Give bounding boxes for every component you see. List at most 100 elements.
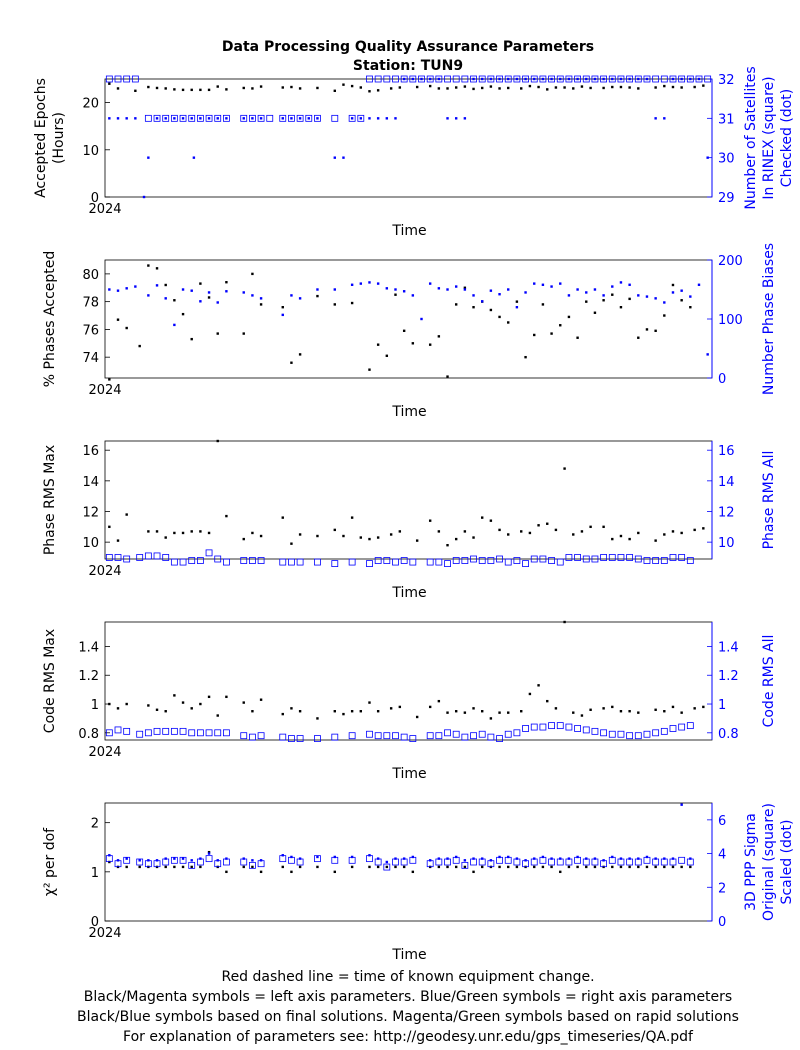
series-1-dot-point (350, 301, 354, 305)
series-1-dot-point (528, 84, 532, 88)
series-2-square-point (179, 558, 187, 566)
series-1-dot-point (350, 710, 354, 713)
series-1-dot-point (611, 293, 614, 296)
right-tick-label: 10 (718, 536, 735, 551)
series-2-square-point (205, 549, 213, 557)
series-3-dot-point (402, 857, 406, 860)
series-3-dot-point (155, 117, 159, 120)
series-1-dot-point (507, 711, 510, 714)
panel-3: 10 12 14 16 10 12 14 16 2024 Time Phase RMS Max Pha… (42, 439, 777, 601)
series-2-square-point (530, 75, 538, 83)
series-1-dot-point (689, 306, 692, 309)
series-2-square-point (279, 855, 287, 863)
series-2-square-point (660, 727, 668, 735)
series-1-dot-point (350, 84, 354, 88)
series-2-square-point (539, 856, 547, 864)
series-3-dot-point (550, 857, 553, 860)
series-1-dot-point (376, 343, 380, 346)
series-2-square-point (296, 558, 304, 566)
series-1-dot-point (446, 711, 449, 714)
series-3-dot-point (602, 77, 605, 81)
series-1-dot-point (567, 315, 571, 319)
series-1-dot-point (207, 695, 211, 699)
series-2-square-point (452, 856, 460, 864)
series-2-square-point (461, 75, 469, 83)
series-2-square-point (196, 729, 204, 737)
series-3-dot-point (116, 117, 120, 120)
series-2-square-point (153, 114, 161, 122)
series-2-square-point (530, 555, 538, 563)
series-2-square-point (114, 726, 122, 734)
series-1-dot-point (563, 467, 566, 470)
series-2-square-point (144, 729, 152, 737)
series-2-square-point (686, 722, 694, 730)
series-1-dot-point (680, 865, 683, 869)
series-2-dot-point (251, 294, 254, 297)
series-1-dot-point (190, 707, 193, 710)
left-tick-label: 10 (82, 144, 99, 159)
series-1-dot-point (645, 328, 649, 331)
series-1-dot-point (559, 324, 562, 327)
series-3-dot-point (359, 117, 363, 120)
series-2-dot-point (385, 287, 389, 290)
series-2-square-point (170, 558, 178, 566)
series-2-dot-point (454, 285, 458, 288)
series-2-square-point (643, 75, 651, 83)
series-1-dot-point (398, 530, 402, 533)
series-1-dot-point (489, 85, 493, 88)
series-2-dot-point (376, 282, 380, 285)
series-2-square-point (400, 557, 408, 564)
series-2-square-point (418, 75, 425, 83)
series-1-dot-point (481, 710, 484, 713)
series-2-dot-point (489, 289, 493, 292)
series-3-dot-point (680, 803, 683, 806)
series-1-dot-point (580, 85, 584, 88)
series-2-dot-point (550, 285, 553, 288)
series-1-dot-point (225, 870, 228, 874)
series-3-dot-point (645, 77, 649, 81)
panel-2: 74 76 78 80 0 100 200 2024 Time % Phases Accepted… (42, 243, 777, 420)
series-2-square-point (522, 75, 529, 83)
series-1-dot-point (472, 87, 475, 91)
series-1-dot-point (693, 528, 696, 532)
series-1-dot-point (663, 710, 666, 713)
series-2-square-point (123, 856, 131, 864)
series-1-dot-point (259, 870, 263, 874)
series-1-dot-point (281, 306, 284, 309)
series-2-dot-point (225, 290, 228, 293)
series-2-dot-point (298, 297, 302, 300)
series-1-dot-point (671, 530, 675, 533)
series-3-dot-point (489, 77, 493, 81)
series-2-square-point (660, 557, 668, 564)
series-2-dot-point (181, 288, 185, 291)
left-tick-label: 2 (91, 817, 99, 832)
series-1-dot-point (147, 704, 150, 707)
series-1-dot-point (181, 531, 185, 535)
series-1-dot-point (207, 850, 211, 854)
series-3-dot-point (619, 77, 623, 81)
series-2-square-point (678, 75, 686, 83)
series-2-square-point (678, 856, 686, 864)
series-1-dot-point (290, 85, 293, 89)
series-1-dot-point (281, 712, 284, 716)
series-2-square-point (131, 75, 139, 83)
series-2-square-point (426, 732, 434, 740)
series-1-dot-point (298, 87, 302, 90)
series-1-dot-point (680, 711, 683, 714)
series-2-square-point (105, 75, 113, 83)
series-2-square-point (196, 858, 204, 866)
series-1-dot-point (181, 88, 185, 92)
series-3-dot-point (190, 859, 193, 862)
series-3-dot-point (350, 117, 354, 120)
right-tick-label: 12 (718, 505, 735, 520)
series-1-dot-point (559, 870, 562, 874)
series-1-dot-point (671, 85, 675, 89)
series-1-dot-point (242, 86, 245, 90)
series-3-dot-point (507, 855, 510, 859)
series-3-dot-point (192, 156, 196, 159)
series-2-dot-point (259, 297, 263, 300)
series-1-dot-point (563, 620, 566, 624)
series-1-dot-point (454, 865, 458, 869)
series-3-dot-point (654, 117, 657, 120)
